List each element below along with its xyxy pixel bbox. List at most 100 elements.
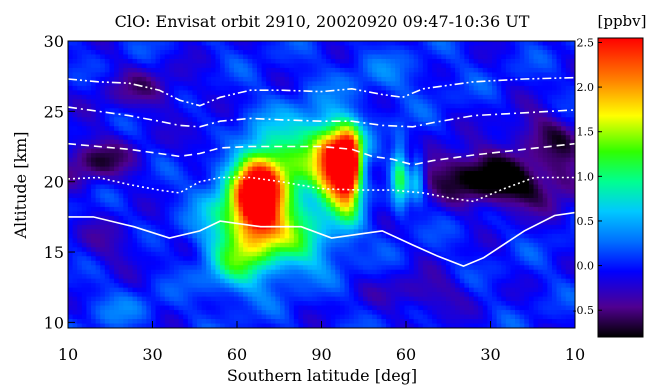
heatmap-cell [316,166,323,172]
heatmap-cell [132,287,138,293]
heatmap-cell [367,135,373,141]
heatmap-cell [137,251,143,257]
heatmap-cell [247,215,253,221]
heatmap-cell [321,193,327,199]
heatmap-cell [174,99,180,105]
heatmap-cell [252,157,258,163]
heatmap-cell [238,188,244,195]
heatmap-cell [229,247,235,253]
heatmap-cell [404,269,410,275]
heatmap-cell [376,90,383,96]
heatmap-cell [192,305,198,311]
heatmap-cell [100,117,106,123]
heatmap-cell [303,188,309,195]
heatmap-cell [220,305,226,311]
heatmap-cell [422,256,429,262]
heatmap-cell [155,319,161,325]
heatmap-cell [132,197,138,204]
heatmap-cell [114,108,120,114]
heatmap-cell [77,112,83,118]
heatmap-cell [114,58,120,65]
heatmap-cell [362,310,369,316]
heatmap-cell [127,126,134,132]
heatmap-cell [344,314,350,320]
heatmap-cell [104,117,111,123]
heatmap-cell [160,197,166,204]
heatmap-cell [270,108,277,114]
heatmap-cell [220,238,226,244]
heatmap-cell [349,90,355,96]
heatmap-cell [192,45,198,51]
heatmap-cell [358,171,364,177]
heatmap-cell [160,139,166,145]
heatmap-cell [86,112,92,118]
heatmap-cell [178,166,184,172]
heatmap-cell [413,314,419,320]
heatmap-cell [275,99,281,105]
heatmap-cell [386,76,392,82]
heatmap-cell [86,319,92,325]
heatmap-cell [91,94,97,100]
heatmap-cell [178,310,184,316]
heatmap-cell [132,49,138,56]
heatmap-cell [289,301,295,307]
heatmap-cell [247,184,253,190]
heatmap-cell [293,58,300,65]
heatmap-cell [289,238,295,244]
heatmap-cell [123,108,129,114]
heatmap-cell [178,211,184,217]
heatmap-cell [362,121,369,127]
heatmap-cell [201,135,207,141]
heatmap-cell [155,85,161,91]
heatmap-cell [160,144,166,150]
heatmap-cell [201,310,207,316]
heatmap-cell [150,278,157,284]
heatmap-cell [150,144,157,150]
heatmap-cell [316,319,323,325]
heatmap-cell [390,197,396,204]
heatmap-cell [114,144,120,150]
heatmap-cell [183,103,189,109]
heatmap-cell [243,305,249,311]
heatmap-cell [109,58,115,65]
heatmap-cell [381,184,387,190]
heatmap-cell [91,314,97,320]
heatmap-cell [210,41,217,47]
heatmap-cell [229,76,235,82]
heatmap-cell [399,144,406,150]
heatmap-cell [422,90,429,96]
heatmap-cell [169,166,175,172]
heatmap-cell [206,94,212,100]
heatmap-cell [399,296,406,302]
heatmap-cell [418,256,424,262]
heatmap-cell [358,90,364,96]
heatmap-cell [303,99,309,105]
heatmap-cell [353,99,359,105]
heatmap-cell [344,287,350,293]
heatmap-cell [206,153,212,159]
heatmap-cell [201,76,207,82]
heatmap-cell [413,54,419,60]
heatmap-cell [160,305,166,311]
heatmap-cell [109,94,115,100]
heatmap-cell [77,72,83,78]
heatmap-cell [316,135,323,141]
heatmap-cell [109,90,115,96]
heatmap-cell [399,220,406,226]
heatmap-cell [187,90,194,96]
heatmap-cell [404,126,410,132]
heatmap-cell [367,193,373,199]
heatmap-cell [72,45,78,51]
heatmap-cell [326,63,332,69]
heatmap-cell [146,269,152,275]
heatmap-cell [229,242,235,248]
heatmap-cell [252,63,258,69]
heatmap-cell [399,76,406,82]
heatmap-cell [344,130,350,136]
heatmap-cell [422,175,429,181]
heatmap-cell [132,278,138,284]
heatmap-cell [399,292,406,298]
heatmap-cell [81,130,88,136]
heatmap-cell [376,319,383,325]
heatmap-cell [367,175,373,181]
